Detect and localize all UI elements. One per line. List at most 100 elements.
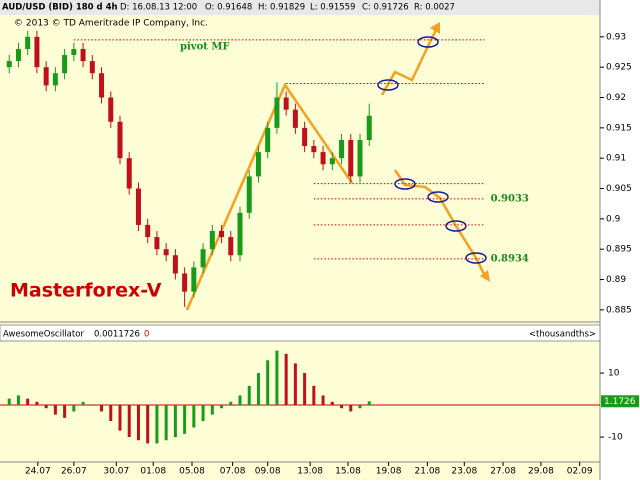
candle-body bbox=[52, 73, 58, 86]
info-text: L: 0.91559 bbox=[310, 3, 355, 13]
osc-bar bbox=[303, 373, 307, 406]
osc-bar bbox=[44, 405, 48, 409]
value-tag-label: 1.1726 bbox=[604, 397, 636, 407]
osc-bar bbox=[90, 405, 94, 406]
x-tick-label: 27.08 bbox=[490, 467, 516, 477]
candle-body bbox=[182, 273, 188, 292]
value-tag bbox=[601, 395, 639, 408]
osc-bar bbox=[293, 363, 297, 406]
x-tick-label: 30.07 bbox=[103, 467, 129, 477]
osc-bar bbox=[238, 395, 242, 406]
osc-bar bbox=[266, 360, 270, 406]
osc-bar bbox=[118, 405, 122, 431]
info-text: R: 0.0027 bbox=[414, 3, 455, 13]
candle-body bbox=[246, 176, 252, 213]
candle-body bbox=[89, 61, 95, 74]
y-tick-label: 0.915 bbox=[606, 123, 632, 133]
y-tick-label: 0.92 bbox=[606, 93, 626, 103]
candle-body bbox=[348, 139, 354, 177]
header-bar bbox=[0, 0, 600, 15]
candle-body bbox=[71, 48, 77, 56]
osc-unit: <thousandths> bbox=[529, 330, 596, 340]
level-label: 0.8934 bbox=[491, 253, 529, 264]
osc-bar bbox=[312, 385, 316, 406]
candle-body bbox=[357, 139, 363, 177]
osc-bar bbox=[63, 405, 67, 418]
osc-bar bbox=[201, 405, 205, 422]
osc-bar bbox=[284, 353, 288, 406]
osc-bar bbox=[146, 405, 150, 444]
candle-body bbox=[145, 224, 151, 238]
osc-bar bbox=[136, 405, 140, 441]
osc-bar bbox=[164, 405, 168, 441]
x-tick-label: 23.08 bbox=[451, 467, 477, 477]
candle-body bbox=[274, 97, 280, 128]
candle-body bbox=[80, 48, 86, 62]
candle-body bbox=[62, 55, 68, 74]
osc-bar bbox=[183, 405, 187, 434]
osc-bar bbox=[349, 405, 353, 412]
osc-bar bbox=[35, 401, 39, 406]
osc-bar bbox=[173, 405, 177, 438]
osc-bar bbox=[16, 395, 20, 406]
x-tick-label: 05.08 bbox=[179, 467, 205, 477]
y-tick-label: 0.895 bbox=[606, 245, 632, 255]
candle-body bbox=[34, 36, 40, 68]
candle-body bbox=[209, 230, 215, 250]
osc-bar bbox=[321, 395, 325, 406]
candle-body bbox=[117, 121, 123, 159]
copyright: © 2013 © TD Ameritrade IP Company, Inc. bbox=[14, 19, 208, 29]
candle-body bbox=[172, 255, 178, 274]
candle-body bbox=[302, 127, 308, 147]
osc-bar bbox=[330, 401, 334, 406]
x-tick-label: 15.08 bbox=[335, 467, 361, 477]
x-tick-label: 02.09 bbox=[567, 467, 593, 477]
candle-body bbox=[135, 188, 141, 225]
candle-body bbox=[163, 249, 169, 256]
osc-bar bbox=[53, 405, 57, 415]
x-tick-label: 24.07 bbox=[25, 467, 51, 477]
candle-body bbox=[126, 158, 132, 189]
osc-bar bbox=[275, 350, 279, 406]
watermark: Masterforex-V bbox=[10, 280, 162, 302]
x-tick-label: 21.08 bbox=[415, 467, 441, 477]
osc-bar bbox=[367, 401, 371, 406]
x-tick-label: 13.08 bbox=[297, 467, 323, 477]
y-tick-label: 0.905 bbox=[606, 184, 632, 194]
candle-body bbox=[329, 158, 335, 165]
osc-bar bbox=[358, 405, 362, 409]
y-tick-label: 0.91 bbox=[606, 154, 626, 164]
candle-body bbox=[191, 267, 197, 292]
y-tick-label: 0.89 bbox=[606, 275, 626, 285]
candle-body bbox=[292, 109, 298, 128]
y-tick-label: 0.93 bbox=[606, 32, 626, 42]
osc-bar bbox=[72, 405, 76, 412]
osc-bar bbox=[26, 398, 30, 406]
candle-body bbox=[154, 237, 160, 250]
y-tick-label: -10 bbox=[608, 433, 623, 443]
candle-body bbox=[339, 139, 345, 159]
osc-title: AwesomeOscillator bbox=[3, 330, 84, 340]
osc-bar bbox=[220, 405, 224, 409]
osc-bar bbox=[340, 405, 344, 409]
candle-body bbox=[200, 249, 206, 268]
candle-body bbox=[366, 115, 372, 140]
osc-bar bbox=[247, 385, 251, 406]
osc-info: 0.0011726 bbox=[94, 330, 140, 340]
info-text: H: 0.91829 bbox=[258, 3, 305, 13]
candle-body bbox=[15, 48, 21, 62]
candle-body bbox=[311, 146, 317, 153]
candle-body bbox=[108, 97, 114, 122]
candle-body bbox=[237, 212, 243, 256]
osc-bar bbox=[210, 405, 214, 415]
y-tick-label: 0.9 bbox=[606, 214, 621, 224]
x-tick-label: 07.08 bbox=[220, 467, 246, 477]
osc-bar bbox=[256, 373, 260, 406]
osc-bar bbox=[7, 398, 11, 406]
osc-info: 0 bbox=[144, 330, 149, 340]
candle-body bbox=[265, 127, 271, 153]
x-tick-label: 01.08 bbox=[140, 467, 166, 477]
x-tick-label: 26.07 bbox=[61, 467, 87, 477]
osc-bar bbox=[127, 405, 131, 438]
